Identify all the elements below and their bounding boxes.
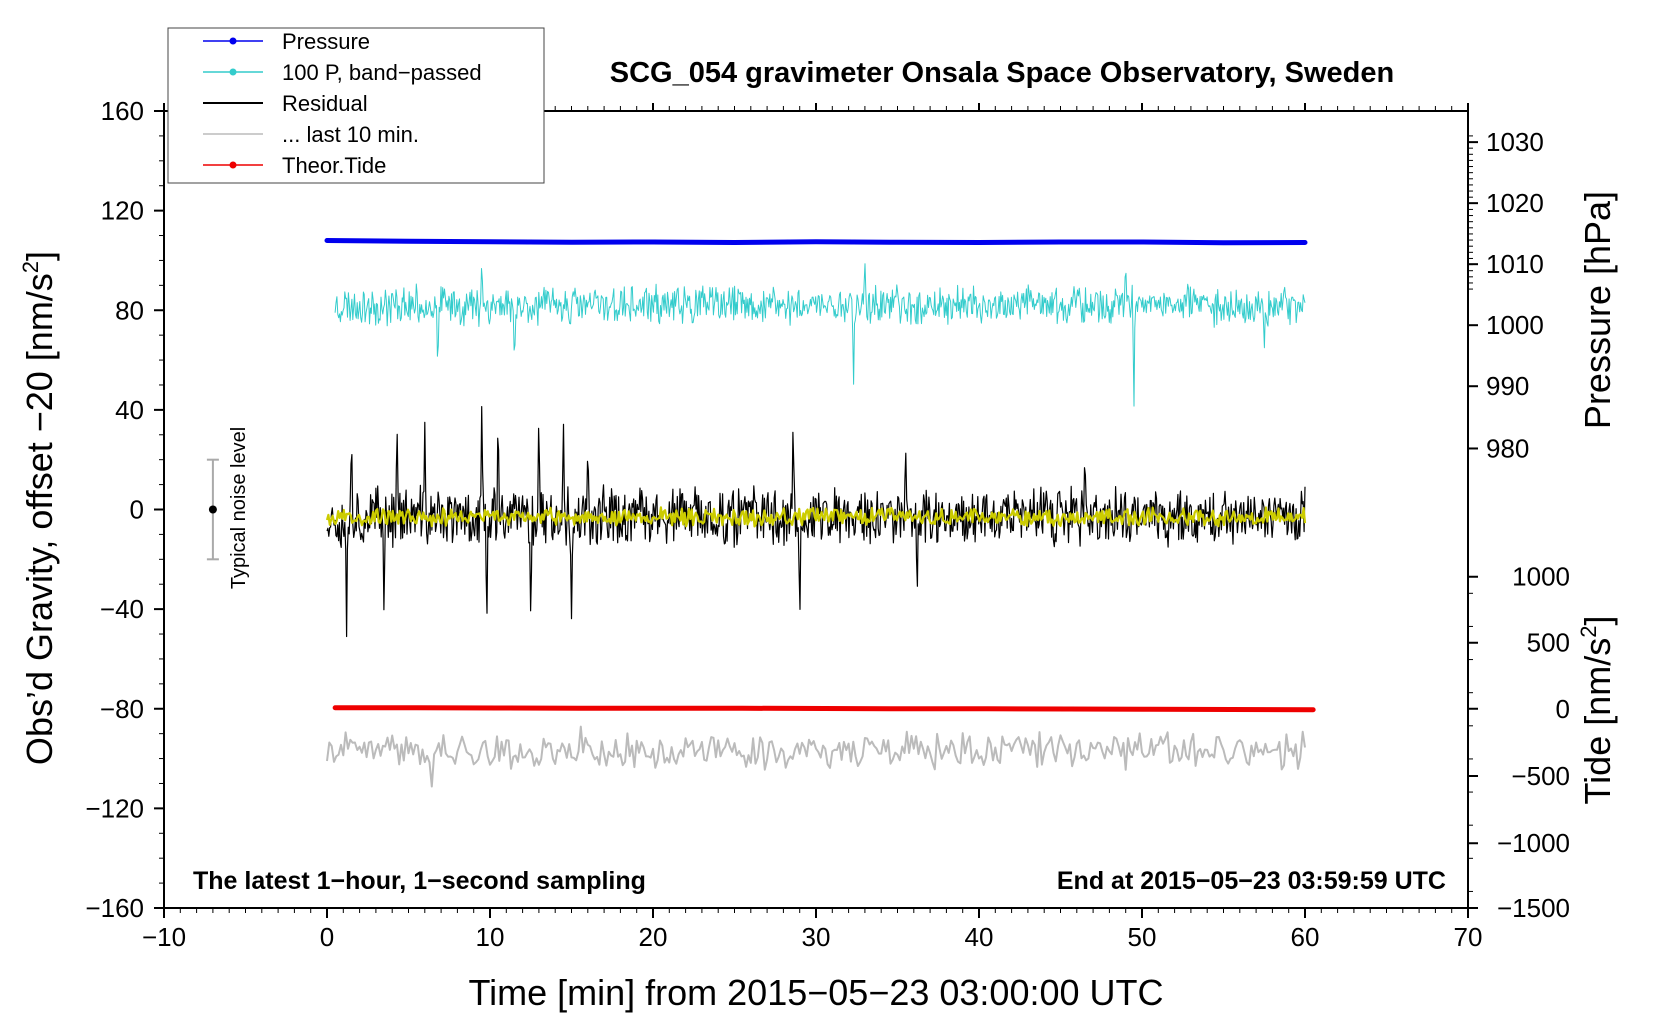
y-axis-label-end: ] (19, 251, 60, 261)
typical-noise-indicator (206, 458, 219, 561)
legend-marker-1 (229, 68, 237, 76)
y-tick-label: 80 (115, 295, 144, 325)
x-tick-label: 20 (639, 922, 668, 952)
y-tick-label: 160 (101, 96, 144, 126)
legend-label-3: ... last 10 min. (282, 122, 419, 147)
tide-tick-label: −500 (1511, 761, 1570, 791)
series-0-line (324, 238, 1308, 246)
x-axis-minor-ticks (179, 106, 1453, 913)
x-tick-label: 0 (320, 922, 334, 952)
tide-axis-label: Tide [nm/s2] (1576, 616, 1618, 805)
pressure-tick-label: 1030 (1486, 127, 1544, 157)
y-tick-label: 40 (115, 395, 144, 425)
noise-center-dot (208, 505, 217, 514)
tide-axis-label-end: ] (1577, 616, 1618, 626)
plot-frame (163, 110, 1469, 909)
y-tick-label: −40 (100, 594, 144, 624)
end-time-note: End at 2015−05−23 03:59:59 UTC (1057, 867, 1446, 895)
series-3-line (326, 725, 1306, 788)
y-axis-label-main: Obs’d Gravity, offset −20 [nm/s (19, 273, 60, 765)
pressure-axis-ticks: 1030 1020 1010 1000 990 980 (1468, 127, 1544, 463)
legend-label-2: Residual (282, 91, 368, 116)
series-5-line (325, 506, 1307, 528)
y-axis-ticks: 160 120 80 40 0 −40 −80 −120 −160 (85, 96, 164, 923)
x-tick-label: 40 (965, 922, 994, 952)
pressure-axis-label: Pressure [hPa] (1577, 191, 1618, 429)
legend: Pressure 100 P, band−passed Residual ... la… (203, 29, 482, 178)
y-tick-label: −80 (100, 694, 144, 724)
y-tick-label: −160 (85, 893, 144, 923)
series-2-line (326, 406, 1306, 638)
x-tick-label: 50 (1128, 922, 1157, 952)
legend-marker-0 (229, 37, 237, 45)
typical-noise-label: Typical noise level (228, 427, 250, 589)
tide-tick-label: 1000 (1512, 562, 1570, 592)
tide-axis-ticks: 1000 500 0 −500 −1000 −1500 (1468, 562, 1570, 923)
legend-box (167, 27, 545, 184)
chart-title: SCG_054 gravimeter Onsala Space Observat… (610, 57, 1394, 89)
series-1-line (334, 263, 1306, 407)
y-axis-label: Obs’d Gravity, offset −20 [nm/s2] (18, 251, 60, 765)
y-tick-label: 0 (130, 495, 144, 525)
tide-tick-label: 0 (1556, 694, 1570, 724)
y-tick-label: −120 (85, 793, 144, 823)
x-axis-label: Time [min] from 2015−05−23 03:00:00 UTC (468, 972, 1163, 1013)
tide-axis-label-sup: 2 (1576, 626, 1601, 638)
x-tick-label: 60 (1291, 922, 1320, 952)
x-tick-label: −10 (142, 922, 186, 952)
pressure-tick-label: 1020 (1486, 188, 1544, 218)
pressure-tick-label: 1000 (1486, 310, 1544, 340)
legend-marker-4 (229, 161, 237, 169)
pressure-tick-label: 980 (1486, 433, 1529, 463)
sampling-note: The latest 1−hour, 1−second sampling (193, 867, 646, 895)
series-layer (324, 238, 1316, 788)
x-axis-ticks: −10 0 10 20 30 40 50 60 70 (142, 103, 1483, 952)
x-tick-label: 30 (802, 922, 831, 952)
tide-tick-label: −1500 (1497, 893, 1570, 923)
y-tick-label: 120 (101, 196, 144, 226)
pressure-tick-label: 990 (1486, 371, 1529, 401)
legend-label-0: Pressure (282, 29, 370, 54)
legend-label-1: 100 P, band−passed (282, 60, 482, 85)
series-4-line (332, 705, 1316, 713)
tide-tick-label: −1000 (1497, 828, 1570, 858)
y-axis-label-sup: 2 (18, 261, 43, 273)
pressure-tick-label: 1010 (1486, 249, 1544, 279)
tide-tick-label: 500 (1527, 628, 1570, 658)
tide-axis-label-main: Tide [nm/s (1577, 638, 1618, 805)
x-tick-label: 10 (476, 922, 505, 952)
legend-label-4: Theor.Tide (282, 153, 386, 178)
x-tick-label: 70 (1454, 922, 1483, 952)
